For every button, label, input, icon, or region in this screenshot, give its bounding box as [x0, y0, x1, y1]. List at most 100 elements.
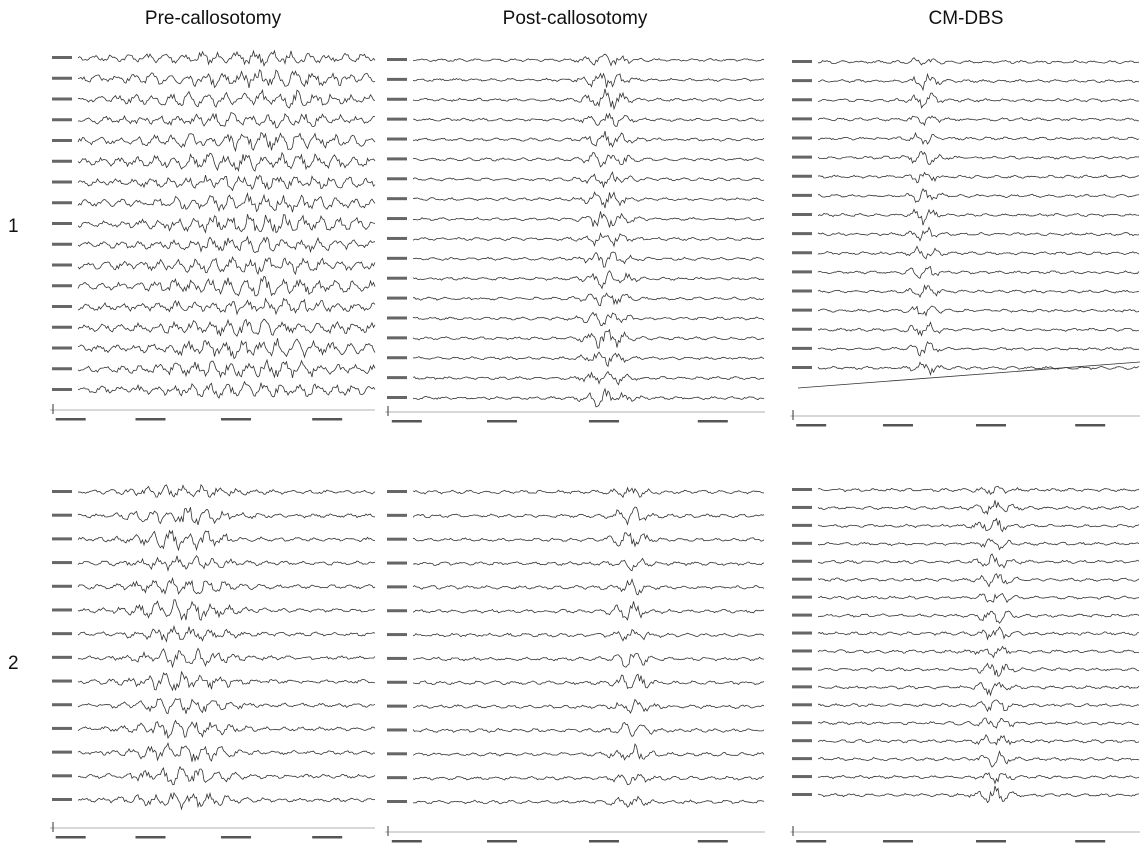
eeg-trace	[818, 772, 1140, 785]
column-title: CM-DBS	[929, 8, 1004, 29]
footer-note	[391, 840, 422, 843]
eeg-trace	[77, 88, 376, 109]
channel-label	[52, 305, 72, 308]
eeg-trace	[412, 112, 765, 127]
channel-label	[792, 251, 812, 255]
eeg-trace	[817, 610, 1140, 624]
channel-label	[52, 537, 72, 541]
eeg-trace	[77, 599, 376, 622]
footer-note	[312, 418, 343, 421]
eeg-trace	[412, 557, 765, 572]
channel-label	[52, 97, 72, 101]
channel-label	[52, 222, 72, 225]
channel-label	[792, 631, 812, 635]
eeg-trace	[817, 266, 1140, 279]
eeg-trace	[412, 311, 765, 327]
footer-note	[487, 840, 517, 843]
channel-label	[792, 213, 812, 216]
channel-label	[387, 680, 407, 684]
eeg-trace	[817, 115, 1140, 127]
footer-note	[796, 840, 827, 843]
channel-label	[387, 197, 407, 201]
eeg-trace	[817, 171, 1140, 184]
channel-label	[52, 159, 72, 163]
footer-note	[883, 424, 913, 427]
channel-label	[792, 174, 812, 178]
eeg-trace	[77, 698, 376, 715]
channel-label	[792, 577, 812, 581]
eeg-trace	[412, 506, 765, 526]
channel-label	[792, 366, 812, 369]
eeg-trace	[412, 211, 765, 228]
eeg-trace	[412, 532, 765, 548]
eeg-trace	[412, 698, 765, 714]
channel-label	[792, 505, 812, 509]
channel-label	[792, 136, 812, 140]
eeg-trace	[817, 645, 1140, 659]
eeg-trace	[77, 49, 376, 67]
eeg-trace	[412, 795, 765, 808]
eeg-trace	[77, 483, 376, 498]
eeg-trace	[412, 232, 765, 248]
eeg-trace	[412, 773, 765, 786]
eeg-trace	[77, 338, 376, 360]
channel-label	[387, 561, 407, 565]
eeg-trace	[412, 171, 765, 189]
footer-note	[55, 418, 86, 421]
channel-label	[792, 488, 812, 491]
footer-note	[589, 420, 619, 423]
channel-label	[387, 728, 407, 732]
eeg-trace	[77, 297, 376, 316]
channel-label	[52, 242, 72, 246]
eeg-trace	[818, 57, 1140, 66]
eeg-trace	[412, 53, 765, 67]
channel-label	[387, 117, 407, 121]
footer-note	[221, 418, 251, 421]
channel-label	[387, 585, 407, 589]
channel-label	[52, 608, 72, 612]
channel-label	[387, 490, 407, 493]
eeg-trace	[78, 647, 376, 669]
channel-label	[792, 685, 812, 689]
channel-label	[792, 232, 812, 236]
eeg-trace	[818, 188, 1140, 203]
eeg-trace	[412, 721, 765, 738]
channel-label	[387, 609, 407, 613]
channel-label	[792, 327, 812, 331]
channel-label	[792, 793, 812, 796]
eeg-trace	[817, 485, 1140, 496]
footer-note	[589, 840, 619, 843]
channel-label	[792, 613, 812, 617]
channel-label	[52, 201, 72, 205]
eeg-trace	[412, 292, 765, 307]
channel-label	[52, 490, 72, 493]
column-title: Pre-callosotomy	[145, 8, 282, 29]
channel-label	[792, 79, 812, 83]
channel-label	[387, 256, 407, 260]
channel-label	[387, 137, 407, 141]
channel-label	[52, 561, 72, 565]
eeg-trace	[413, 251, 765, 268]
channel-label	[792, 98, 812, 102]
eeg-trace	[77, 255, 376, 276]
footer-note	[976, 424, 1006, 427]
channel-label	[52, 513, 72, 517]
eeg-trace	[77, 791, 376, 811]
eeg-trace	[77, 175, 376, 192]
channel-label	[387, 376, 407, 380]
channel-label	[52, 388, 72, 391]
channel-label	[52, 774, 72, 778]
channel-label	[387, 656, 407, 660]
eeg-trace	[817, 92, 1140, 109]
eeg-trace	[412, 72, 765, 88]
eeg-trace	[412, 577, 765, 596]
channel-label	[387, 58, 407, 61]
footer-note	[883, 840, 913, 843]
eeg-trace	[77, 191, 376, 213]
footer-note	[391, 420, 422, 423]
channel-label	[792, 117, 812, 121]
eeg-trace	[412, 652, 765, 668]
channel-label	[792, 270, 812, 274]
channel-label	[792, 559, 812, 563]
